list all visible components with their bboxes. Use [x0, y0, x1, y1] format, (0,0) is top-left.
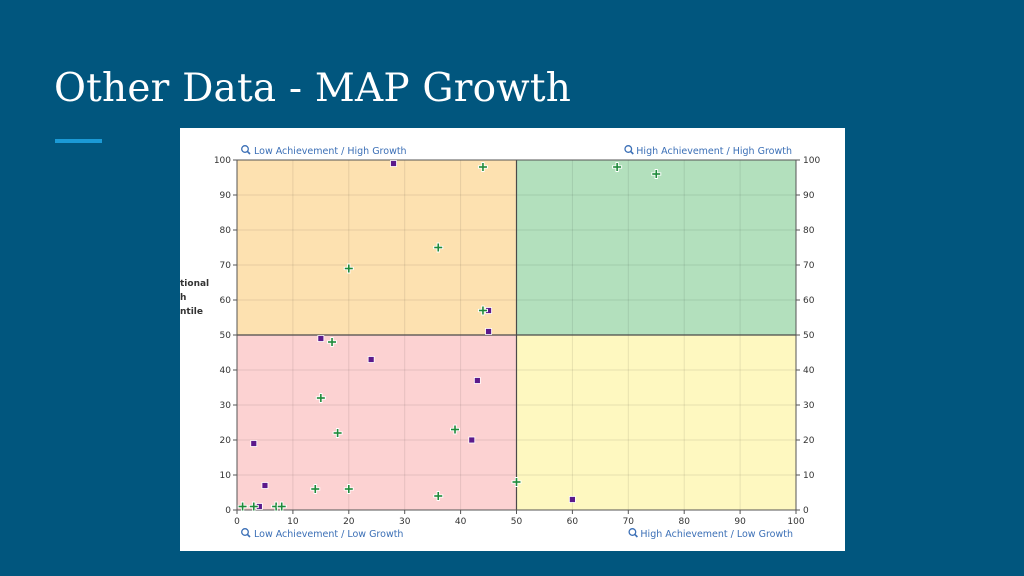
- quadrant-bottom-right: [516, 335, 796, 510]
- y-axis-title-fragment: h: [180, 293, 186, 303]
- data-point-plus[interactable]: [343, 263, 354, 274]
- x-tick-label: 60: [567, 517, 579, 527]
- y-tick-label-left: 50: [220, 331, 232, 341]
- y-axis-title-fragment: tional: [180, 279, 209, 289]
- x-tick-label: 30: [399, 517, 411, 527]
- x-tick-label: 0: [234, 517, 240, 527]
- zoom-icon-handle: [246, 533, 251, 538]
- y-tick-label-left: 20: [220, 436, 232, 446]
- y-tick-label-left: 30: [220, 401, 232, 411]
- y-tick-label-right: 70: [803, 261, 815, 271]
- data-point-plus[interactable]: [651, 169, 662, 179]
- quadrant-label-bottom-left[interactable]: Low Achievement / Low Growth: [254, 529, 403, 540]
- zoom-icon[interactable]: [241, 145, 249, 153]
- y-axis-title-fragment: ntile: [180, 307, 203, 317]
- data-point-plus[interactable]: [433, 242, 444, 253]
- x-tick-label: 50: [511, 517, 523, 527]
- data-point-plus[interactable]: [433, 491, 444, 501]
- y-tick-label-left: 0: [225, 506, 231, 516]
- x-tick-label: 80: [678, 517, 690, 527]
- data-point-plus[interactable]: [310, 484, 321, 494]
- y-tick-label-right: 60: [803, 296, 815, 306]
- quadrant-label-bottom-right[interactable]: High Achievement / Low Growth: [640, 529, 793, 540]
- x-tick-label: 100: [787, 517, 804, 527]
- x-tick-label: 20: [343, 517, 355, 527]
- quadrant-top-left: [237, 160, 517, 335]
- y-tick-label-right: 30: [803, 401, 815, 411]
- data-point-plus[interactable]: [315, 393, 326, 403]
- y-tick-label-right: 10: [803, 471, 815, 481]
- slide-title: Other Data - MAP Growth: [54, 66, 572, 111]
- chart-panel: 0 0 10 10 20 20 30 30 40 40 50 50 60 60 70 70 80 80 90 90 10…: [180, 128, 845, 551]
- y-tick-label-right: 80: [803, 226, 815, 236]
- data-point-plus[interactable]: [332, 428, 343, 438]
- zoom-icon[interactable]: [628, 528, 637, 536]
- quadrant-label-top-right[interactable]: High Achievement / High Growth: [636, 146, 792, 157]
- y-tick-label-right: 50: [803, 331, 815, 341]
- data-point-plus[interactable]: [477, 305, 488, 316]
- data-point-plus[interactable]: [327, 337, 338, 347]
- y-tick-label-left: 80: [220, 226, 232, 236]
- data-point-plus[interactable]: [343, 484, 354, 494]
- y-tick-label-left: 100: [214, 156, 231, 166]
- y-tick-label-left: 10: [220, 471, 232, 481]
- y-tick-label-left: 60: [220, 296, 232, 306]
- zoom-icon[interactable]: [241, 528, 249, 536]
- data-point-square[interactable]: [568, 496, 576, 503]
- y-tick-label-right: 40: [803, 366, 815, 376]
- x-tick-label: 70: [623, 517, 635, 527]
- data-point-plus[interactable]: [450, 424, 461, 435]
- y-tick-label-right: 0: [803, 506, 809, 516]
- data-point-square[interactable]: [250, 440, 258, 447]
- x-tick-label: 10: [287, 517, 299, 527]
- zoom-icon-handle: [634, 533, 638, 538]
- data-point-square[interactable]: [367, 356, 375, 363]
- x-tick-label: 90: [734, 517, 746, 527]
- data-point-plus[interactable]: [248, 501, 259, 512]
- data-point-plus[interactable]: [612, 162, 623, 172]
- data-point-square[interactable]: [485, 328, 492, 335]
- data-point-plus[interactable]: [237, 501, 248, 512]
- y-tick-label-right: 100: [803, 156, 820, 166]
- data-point-square[interactable]: [317, 335, 325, 342]
- zoom-icon-handle: [246, 150, 251, 155]
- y-tick-label-right: 90: [803, 191, 815, 201]
- zoom-icon-handle: [630, 150, 634, 155]
- zoom-icon[interactable]: [624, 145, 633, 153]
- quadrant-bottom-left: [237, 335, 517, 510]
- y-tick-label-left: 70: [220, 261, 232, 271]
- title-underline: [55, 139, 102, 143]
- x-tick-label: 40: [455, 517, 467, 527]
- data-point-plus[interactable]: [511, 477, 522, 487]
- data-point-square[interactable]: [261, 482, 269, 489]
- quadrant-label-top-left[interactable]: Low Achievement / High Growth: [254, 146, 407, 157]
- y-tick-label-left: 40: [220, 366, 232, 376]
- data-point-square[interactable]: [473, 377, 481, 384]
- data-point-plus[interactable]: [477, 162, 488, 172]
- data-point-square[interactable]: [468, 436, 476, 444]
- y-tick-label-right: 20: [803, 436, 815, 446]
- quadrant-top-right: [516, 160, 796, 335]
- y-tick-label-left: 90: [220, 191, 232, 201]
- data-point-square[interactable]: [390, 160, 397, 167]
- data-point-plus[interactable]: [276, 501, 287, 512]
